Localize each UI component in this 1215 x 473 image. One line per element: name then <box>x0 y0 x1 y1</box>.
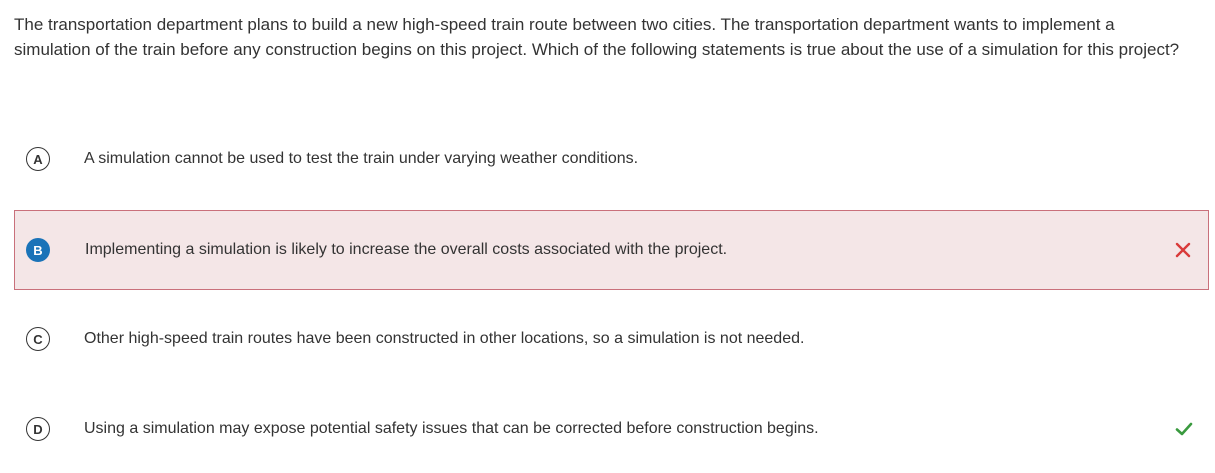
x-icon <box>1175 242 1191 258</box>
question-text: The transportation department plans to b… <box>14 15 1180 59</box>
answer-option-d[interactable]: D Using a simulation may expose potentia… <box>14 389 1209 469</box>
option-text-a: A simulation cannot be used to test the … <box>84 150 639 167</box>
answer-option-b[interactable]: B Implementing a simulation is likely to… <box>14 210 1209 290</box>
option-text-b: Implementing a simulation is likely to i… <box>85 241 728 258</box>
option-text-c: Other high-speed train routes have been … <box>84 330 805 347</box>
option-letter-d: D <box>26 417 50 441</box>
answer-option-c[interactable]: C Other high-speed train routes have bee… <box>14 299 1209 379</box>
option-letter-a: A <box>26 147 50 171</box>
option-letter-b: B <box>26 238 50 262</box>
check-icon <box>1175 422 1193 436</box>
answer-option-a[interactable]: A A simulation cannot be used to test th… <box>14 119 1209 199</box>
option-text-d: Using a simulation may expose potential … <box>84 420 819 437</box>
option-letter-c: C <box>26 327 50 351</box>
